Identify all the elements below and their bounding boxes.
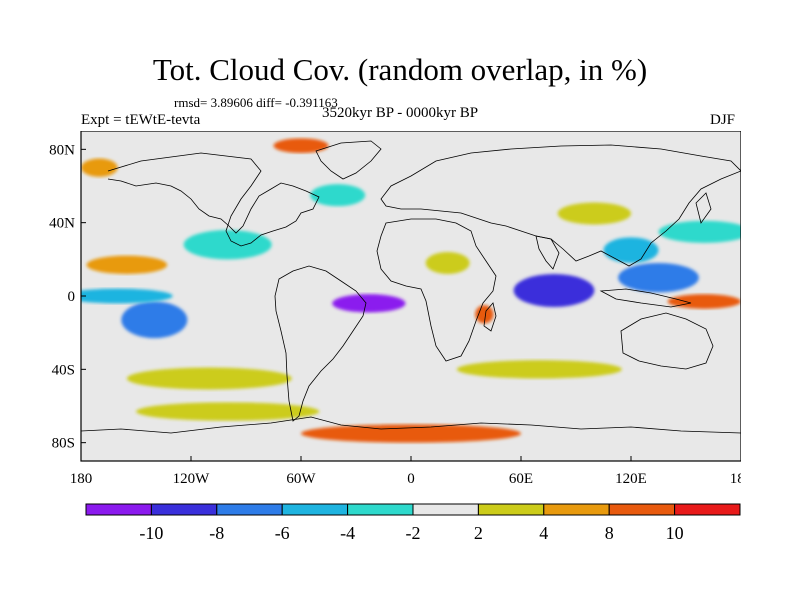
anomaly-region-7 [603,237,659,263]
rmsd-diff-stats: rmsd= 3.89606 diff= -0.391163 [174,95,338,110]
anomaly-region-2 [121,301,188,339]
colorbar-label: -2 [406,523,421,543]
japan-coast [695,192,712,224]
colorbar-box [477,503,545,516]
colorbar-label: 4 [539,523,548,543]
anomaly-region-9 [667,294,741,309]
x-axis-ticks: 180 120W 60W 0 60E 120E 180 [70,456,741,487]
x-tick-label: 60E [509,471,533,487]
colorbar-label: -6 [275,523,290,543]
anomaly-region-8 [86,255,168,274]
colorbar-box [347,503,414,516]
x-tick-label: 180 [730,471,741,487]
eurasia-coast [380,144,741,267]
south-america-coast [274,265,367,422]
x-tick-label: 180 [70,471,93,487]
colorbar-box [412,503,479,516]
x-tick-label: 120W [173,471,211,487]
x-tick-label: 60W [286,471,316,487]
anomaly-region-10 [126,367,292,390]
x-tick-label: 120E [615,471,647,487]
indonesia-coast [599,288,692,308]
anomaly-regions [81,138,741,443]
anomaly-region-15 [425,252,470,274]
y-tick-label: 40S [52,362,75,378]
colorbar-label: -8 [209,523,224,543]
y-tick-label: 80N [49,142,75,158]
colorbar-label: 10 [666,523,684,543]
anomaly-region-11 [456,360,622,379]
north-america-coast [107,152,320,247]
y-axis-ticks: 80N 40N 0 40S 80S [49,142,86,452]
colorbar-box [281,503,349,516]
greenland-coast [315,140,382,180]
colorbar-box [674,503,741,516]
colorbar-box [150,503,218,516]
anomaly-region-1 [513,274,595,307]
anomaly-region-0 [332,294,406,313]
experiment-label: Expt = tEWtE-tevta [81,112,201,128]
coastlines [81,140,741,434]
colorbar: -10 -8 -6 -4 -2 2 4 8 10 [85,503,741,543]
anomaly-region-16 [557,202,631,225]
colorbar-label: 2 [474,523,483,543]
colorbar-box [85,503,152,516]
cloud-cover-map: 180 120W 60W 0 60E 120E 180 80N 40N 0 40S 80S [49,131,741,487]
season-label: DJF [710,112,736,128]
antarctica-coast [81,416,741,434]
colorbar-box [216,503,283,516]
anomaly-region-3 [618,263,699,293]
india-coast [535,235,560,270]
anomaly-region-6 [658,220,741,243]
anomaly-region-18 [81,158,118,177]
y-tick-label: 0 [68,289,76,305]
anomaly-region-12 [136,402,320,421]
colorbar-box [608,503,676,516]
y-tick-label: 40N [49,216,75,232]
time-period-label: 3520kyr BP - 0000kyr BP [322,105,479,121]
anomaly-region-14 [273,138,329,153]
anomaly-region-4 [81,288,173,304]
x-tick-label: 0 [407,471,415,487]
colorbar-label: 8 [605,523,614,543]
plot-title: Tot. Cloud Cov. (random overlap, in %) [152,52,648,87]
colorbar-label: -4 [340,523,355,543]
y-tick-label: 80S [52,436,75,452]
australia-coast [620,312,714,370]
anomaly-region-13 [301,424,521,443]
colorbar-box [543,503,610,516]
anomaly-region-17 [475,305,494,324]
colorbar-label: -10 [139,523,163,543]
anomaly-region-19 [310,184,366,207]
madagascar-coast [483,302,497,332]
anomaly-region-5 [183,230,272,260]
africa-coast [376,218,497,362]
